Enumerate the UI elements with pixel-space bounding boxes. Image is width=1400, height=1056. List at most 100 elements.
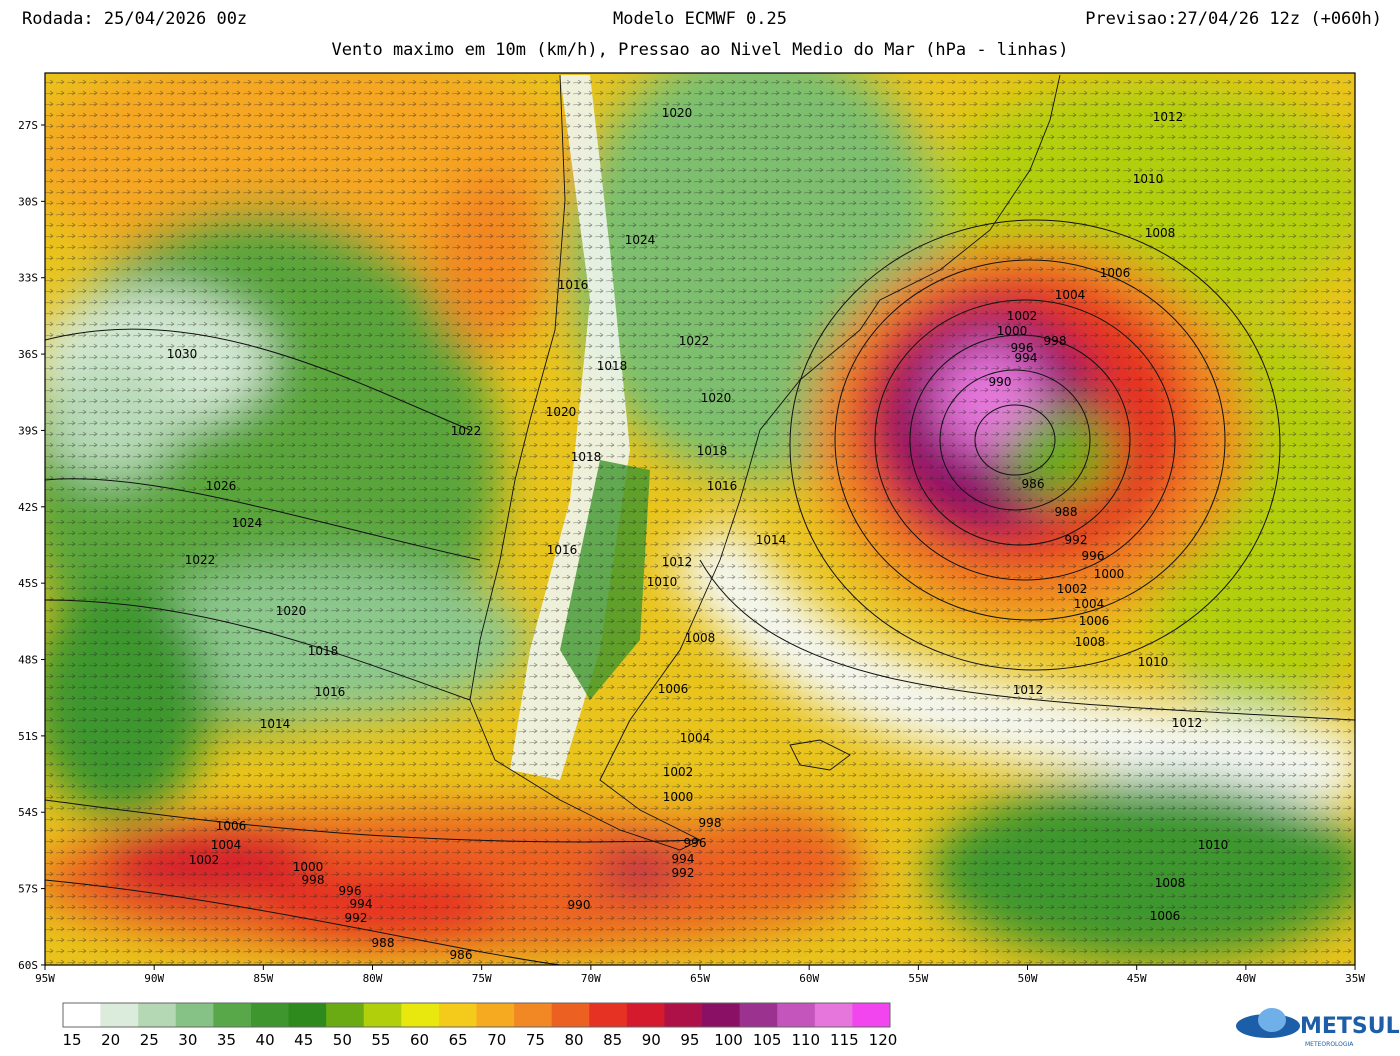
isobar-label: 1022 xyxy=(451,424,482,438)
colorbar-label: 70 xyxy=(487,1031,506,1049)
isobar-label: 1004 xyxy=(211,838,242,852)
coastline xyxy=(469,74,1061,851)
lat-label: 48S xyxy=(18,654,38,667)
lat-label: 45S xyxy=(18,577,38,590)
lon-label: 75W xyxy=(472,972,492,985)
wind-field xyxy=(45,73,1355,965)
isobar-label: 1010 xyxy=(1138,655,1169,669)
lon-label: 45W xyxy=(1127,972,1147,985)
colorbar-label: 80 xyxy=(565,1031,584,1049)
isobar-label: 1012 xyxy=(1172,716,1203,730)
lon-label: 35W xyxy=(1345,972,1365,985)
colorbar-label: 20 xyxy=(101,1031,120,1049)
colorbar-label: 110 xyxy=(791,1031,820,1049)
lon-label: 65W xyxy=(690,972,710,985)
colorbar-swatch xyxy=(363,1003,402,1027)
lon-label: 80W xyxy=(363,972,383,985)
lat-label: 30S xyxy=(18,195,38,208)
colorbar-label: 50 xyxy=(333,1031,352,1049)
isobar-label: 1004 xyxy=(1055,288,1086,302)
lat-label: 60S xyxy=(18,959,38,972)
colorbar-label: 85 xyxy=(603,1031,622,1049)
subtitle: Vento maximo em 10m (km/h), Pressao ao N… xyxy=(332,40,1069,60)
lat-label: 54S xyxy=(18,806,38,819)
isobar-label: 994 xyxy=(672,852,695,866)
isobar-label: 1016 xyxy=(707,479,738,493)
isobar-label: 994 xyxy=(1015,351,1038,365)
lat-label: 57S xyxy=(18,883,38,896)
isobar-label: 996 xyxy=(684,836,707,850)
isobar-label: 992 xyxy=(672,866,695,880)
isobar-label: 986 xyxy=(1022,477,1045,491)
colorbar-swatch xyxy=(739,1003,778,1027)
logo: METSUL METEOROLOGIA xyxy=(1236,1008,1400,1048)
colorbar-swatch xyxy=(401,1003,440,1027)
isobar-label: 1008 xyxy=(1075,635,1106,649)
colorbar-label: 115 xyxy=(830,1031,859,1049)
colorbar-swatch xyxy=(814,1003,853,1027)
lon-label: 60W xyxy=(799,972,819,985)
isobar-label: 1010 xyxy=(1133,172,1164,186)
isobar-label: 992 xyxy=(1065,533,1088,547)
isobar-label: 998 xyxy=(1044,334,1067,348)
colorbar-swatch xyxy=(551,1003,590,1027)
isobar-label: 1000 xyxy=(1094,567,1125,581)
isobar-label: 1006 xyxy=(658,682,689,696)
isobar-label: 994 xyxy=(350,897,373,911)
isobar-label: 996 xyxy=(339,884,362,898)
isobar-label: 1006 xyxy=(216,819,247,833)
isobar-label: 1020 xyxy=(662,106,693,120)
colorbar-label: 40 xyxy=(256,1031,275,1049)
isobar-label: 1002 xyxy=(1007,309,1038,323)
isobar-label: 1006 xyxy=(1150,909,1181,923)
isobar-label: 988 xyxy=(1055,505,1078,519)
colorbar-label: 15 xyxy=(62,1031,81,1049)
colorbar-label: 100 xyxy=(714,1031,743,1049)
colorbar-label: 35 xyxy=(217,1031,236,1049)
forecast-label: Previsao:27/04/26 12z (+060h) xyxy=(1085,9,1382,29)
colorbar-swatch xyxy=(702,1003,741,1027)
model-label: Modelo ECMWF 0.25 xyxy=(613,9,787,29)
isobar-label: 1004 xyxy=(680,731,711,745)
colorbar-label: 60 xyxy=(410,1031,429,1049)
colorbar-swatch xyxy=(626,1003,665,1027)
isobar-label: 1010 xyxy=(647,575,678,589)
lon-label: 50W xyxy=(1018,972,1038,985)
isobar-label: 1020 xyxy=(276,604,307,618)
isobar-label: 1016 xyxy=(558,278,589,292)
isobar-label: 1012 xyxy=(662,555,693,569)
isobar-label: 1018 xyxy=(597,359,628,373)
colorbar-swatch xyxy=(476,1003,515,1027)
colorbar-label: 120 xyxy=(869,1031,898,1049)
isobar-label: 986 xyxy=(450,948,473,962)
colorbar-swatch xyxy=(100,1003,139,1027)
isobar-label: 1018 xyxy=(308,644,339,658)
isobar-label: 1030 xyxy=(167,347,198,361)
isobar-label: 1018 xyxy=(571,450,602,464)
colorbar-swatch xyxy=(62,1002,102,1028)
isobar-label: 996 xyxy=(1082,549,1105,563)
logo-name: METSUL xyxy=(1300,1014,1400,1039)
isobars xyxy=(45,219,1355,965)
isobar-label: 1002 xyxy=(663,765,694,779)
colorbar-label: 55 xyxy=(371,1031,390,1049)
lon-label: 90W xyxy=(144,972,164,985)
isobar-label: 1014 xyxy=(756,533,787,547)
lat-label: 42S xyxy=(18,501,38,514)
colorbar: 15 20 25 30 35 40 45 50 55 60 65 70 75 80 85 90 95 100 105… xyxy=(62,1002,898,1049)
lat-label: 36S xyxy=(18,348,38,361)
isobar-label: 1016 xyxy=(547,543,578,557)
lon-label: 95W xyxy=(35,972,55,985)
isobar-label: 1002 xyxy=(1057,582,1088,596)
lat-label: 27S xyxy=(18,119,38,132)
colorbar-label: 95 xyxy=(680,1031,699,1049)
isobar-label: 1016 xyxy=(315,685,346,699)
isobar-label: 990 xyxy=(568,898,591,912)
colorbar-label: 65 xyxy=(449,1031,468,1049)
isobar-label: 1000 xyxy=(663,790,694,804)
colorbar-swatch xyxy=(589,1003,628,1027)
isobar-label: 1012 xyxy=(1013,683,1044,697)
isobar-label: 1024 xyxy=(232,516,263,530)
isobar-label: 998 xyxy=(302,873,325,887)
isobar-label: 1014 xyxy=(260,717,291,731)
